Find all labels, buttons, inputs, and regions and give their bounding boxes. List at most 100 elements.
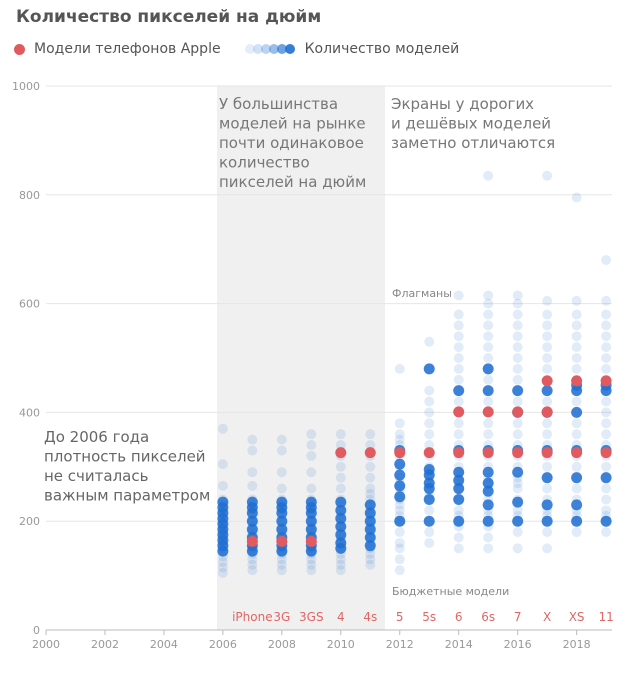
dense-cluster-point [482, 499, 494, 511]
market-model-point [571, 363, 582, 374]
market-model-point [601, 353, 612, 363]
market-model-point [365, 440, 376, 451]
dense-cluster-point [600, 515, 612, 527]
apple-model-point [423, 447, 435, 459]
market-model-point [601, 363, 612, 374]
apple-model-label: 5s [422, 610, 436, 624]
market-model-point [601, 407, 612, 418]
dense-cluster-point [541, 515, 553, 527]
market-model-point [217, 480, 228, 491]
apple-model-point [305, 535, 317, 547]
dense-cluster-point [600, 472, 612, 484]
apple-legend-label: Модели телефонов Apple [34, 41, 221, 57]
market-model-point [483, 396, 494, 407]
market-model-point [542, 353, 553, 363]
market-model-point [512, 418, 523, 429]
market-model-point [512, 505, 523, 516]
apple-model-point [482, 406, 494, 418]
market-model-point [571, 309, 582, 320]
market-model-point [394, 418, 405, 429]
market-model-point [512, 396, 523, 407]
market-model-point [365, 489, 376, 499]
dense-cluster-point [364, 499, 376, 511]
shaded-region-note: моделей на рынке [219, 115, 366, 133]
dense-cluster-point [482, 515, 494, 527]
market-model-point [542, 295, 553, 306]
market-model-point [453, 418, 464, 429]
market-model-point [571, 320, 582, 331]
market-model-point [512, 320, 523, 331]
market-model-point [365, 559, 376, 570]
dense-cluster-point [305, 523, 317, 535]
market-model-point [483, 543, 494, 554]
market-model-point [424, 505, 435, 516]
market-model-point [542, 543, 553, 554]
dense-cluster-point [394, 480, 406, 492]
density-legend-marker [244, 44, 295, 54]
market-model-point [394, 499, 405, 510]
market-model-point [394, 505, 405, 516]
market-model-point [512, 363, 523, 374]
dense-cluster-point [512, 515, 524, 527]
dense-cluster-point [335, 496, 347, 508]
density-legend-label: Количество моделей [304, 41, 460, 57]
x-tick-label: 2010 [327, 638, 355, 651]
market-model-point [276, 434, 287, 445]
dense-cluster-point [305, 496, 317, 508]
shaded-region-note: почти одинаковое [219, 134, 364, 152]
dense-cluster-point [246, 515, 258, 527]
market-model-point [394, 363, 405, 374]
market-model-point [276, 559, 287, 570]
x-tick-label: 2004 [150, 638, 178, 651]
apple-model-point [335, 447, 347, 459]
market-model-point [217, 562, 228, 573]
dense-cluster-point [394, 469, 406, 481]
apple-model-point [276, 535, 288, 547]
market-model-point [571, 342, 582, 353]
pre-2006-note: не считалась [44, 467, 148, 485]
market-model-point [424, 440, 435, 451]
apple-model-point [512, 447, 524, 459]
market-model-point [394, 565, 405, 576]
dense-cluster-point [394, 515, 406, 527]
market-model-point [483, 309, 494, 320]
dense-cluster-point [305, 515, 317, 527]
market-model-point [571, 331, 582, 342]
market-model-point [453, 290, 464, 301]
dense-cluster-point [482, 477, 494, 489]
market-model-point [453, 331, 464, 342]
apple-model-point [453, 406, 465, 418]
dense-cluster-point [364, 532, 376, 544]
market-model-point [601, 505, 612, 516]
market-model-point [483, 374, 494, 385]
pre-2006-note: До 2006 года [44, 428, 149, 446]
market-model-point [276, 467, 287, 478]
market-model-point [601, 494, 612, 505]
market-model-point [512, 478, 523, 489]
market-model-point [335, 429, 346, 440]
dense-cluster-point [364, 540, 376, 552]
pre-2006-note: плотность пикселей [44, 448, 206, 466]
market-model-point [512, 331, 523, 342]
market-model-point [601, 342, 612, 353]
market-model-point [365, 429, 376, 440]
market-model-point [217, 459, 228, 470]
market-model-point [483, 532, 494, 543]
flagships-label: Флагманы [392, 287, 452, 300]
apple-model-point [394, 447, 406, 459]
market-model-point [483, 320, 494, 331]
dense-cluster-point [246, 496, 258, 508]
market-model-point [394, 429, 405, 440]
market-model-point [424, 396, 435, 407]
dense-cluster-point [276, 515, 288, 527]
market-model-point [601, 429, 612, 440]
market-model-point [365, 554, 376, 565]
market-model-point [483, 298, 494, 309]
market-model-point [394, 434, 405, 445]
shaded-region [216, 86, 386, 630]
apple-model-point [512, 406, 524, 418]
y-tick-label: 200 [19, 515, 40, 528]
dense-cluster-point [571, 406, 583, 418]
market-model-point [365, 472, 376, 483]
